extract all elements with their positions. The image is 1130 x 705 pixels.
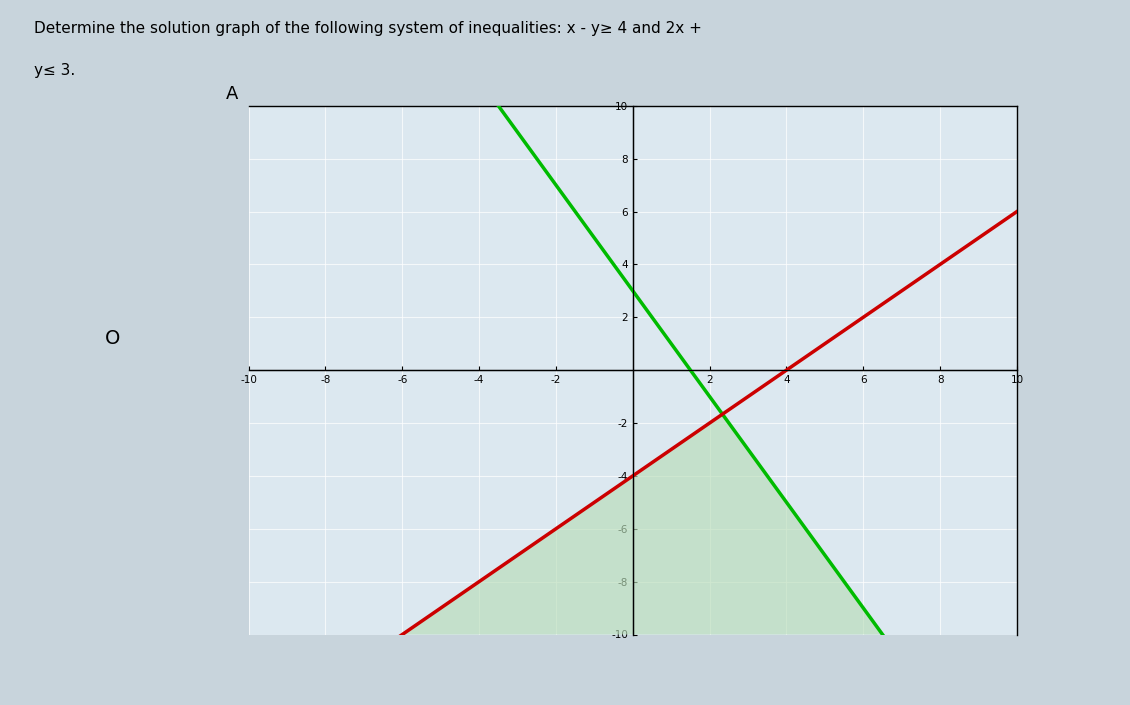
Text: y≤ 3.: y≤ 3. [34,63,76,78]
Text: O: O [105,329,121,348]
Text: Determine the solution graph of the following system of inequalities: x - y≥ 4 a: Determine the solution graph of the foll… [34,21,702,36]
Text: A: A [226,85,238,103]
Polygon shape [402,414,883,634]
